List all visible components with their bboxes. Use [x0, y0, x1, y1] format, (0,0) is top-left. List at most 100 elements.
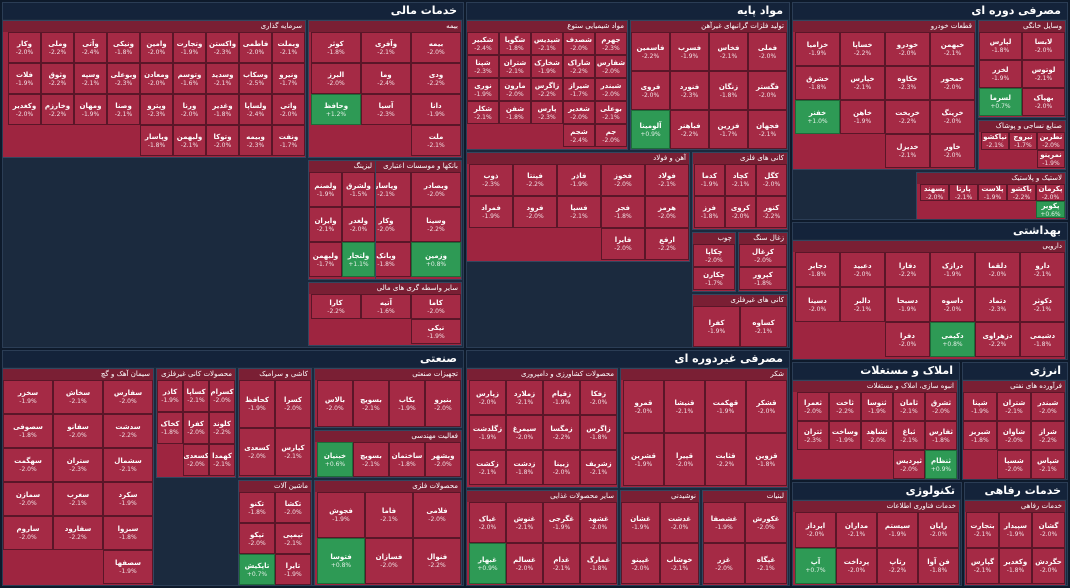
stock-tile[interactable]: وکار -2.0%: [8, 32, 41, 63]
stock-tile[interactable]: ولشرق -1.5%: [342, 172, 375, 207]
stock-tile[interactable]: ثپردیس -2.0%: [893, 450, 925, 479]
stock-tile[interactable]: غشصفا -1.9%: [703, 502, 745, 543]
stock-tile[interactable]: ثفارس -1.8%: [925, 421, 957, 450]
stock-tile[interactable]: خپارس -2.1%: [840, 66, 885, 100]
stock-tile[interactable]: دشیمی -1.8%: [1020, 322, 1065, 357]
stock-tile[interactable]: سصوفی -1.8%: [3, 414, 53, 448]
stock-tile[interactable]: قشرین -1.9%: [623, 433, 664, 486]
stock-tile[interactable]: دسبحا -1.9%: [885, 287, 930, 322]
stock-tile[interactable]: زکشت -2.1%: [469, 450, 506, 485]
stock-tile[interactable]: ارفع -2.2%: [645, 228, 689, 260]
stock-tile[interactable]: ورنا -2.0%: [173, 94, 206, 125]
stock-tile[interactable]: ونیکی -1.8%: [107, 32, 140, 63]
stock-tile[interactable]: فلامی -2.0%: [413, 492, 461, 538]
stock-tile[interactable]: کنور -2.2%: [756, 196, 787, 228]
stock-tile[interactable]: وسینا -2.2%: [411, 207, 461, 242]
stock-tile[interactable]: شراز -2.2%: [1031, 421, 1065, 450]
stock-tile[interactable]: کلوند -2.2%: [209, 412, 235, 444]
stock-tile[interactable]: وتوکا -2.0%: [206, 125, 239, 156]
stock-tile[interactable]: شپنا -2.3%: [467, 55, 499, 78]
stock-tile[interactable]: کسرا -2.0%: [275, 380, 311, 428]
stock-tile[interactable]: کسرام -2.0%: [209, 380, 235, 412]
stock-tile[interactable]: زملارد -2.1%: [506, 380, 543, 415]
stock-tile[interactable]: دکیمی +0.8%: [930, 322, 975, 357]
stock-tile[interactable]: سپیدار -1.9%: [999, 512, 1032, 548]
stock-tile[interactable]: وحافظ +1.2%: [311, 94, 361, 125]
stock-tile[interactable]: قشکر -2.0%: [746, 380, 787, 433]
stock-tile[interactable]: کزغال -2.0%: [739, 244, 787, 267]
stock-tile[interactable]: ساروم -2.0%: [3, 516, 53, 550]
stock-tile[interactable]: بتجارت -2.1%: [966, 512, 999, 548]
stock-tile[interactable]: رتاپ -2.2%: [877, 548, 918, 584]
stock-tile[interactable]: فپنتا -2.2%: [513, 164, 557, 196]
stock-tile[interactable]: قزوین -1.8%: [746, 433, 787, 486]
stock-tile[interactable]: فزرین -1.7%: [709, 110, 748, 149]
stock-tile[interactable]: فباهنر -2.2%: [670, 110, 709, 149]
stock-tile[interactable]: شتران -2.1%: [499, 55, 531, 78]
stock-tile[interactable]: ثعمرا -2.0%: [797, 392, 829, 421]
stock-tile[interactable]: سصفها -1.9%: [103, 550, 153, 584]
stock-tile[interactable]: پاکشو -2.2%: [1007, 184, 1036, 201]
stock-tile[interactable]: خفنر +1.0%: [795, 100, 840, 134]
stock-tile[interactable]: کپارس -2.1%: [275, 428, 311, 476]
stock-tile[interactable]: کحافظ -1.9%: [239, 380, 275, 428]
stock-tile[interactable]: آلومینا +0.9%: [631, 110, 670, 149]
stock-tile[interactable]: وصنا -2.1%: [107, 94, 140, 125]
stock-tile[interactable]: ولصنم -1.9%: [309, 172, 342, 207]
stock-tile[interactable]: غشهد -2.0%: [580, 502, 617, 543]
stock-tile[interactable]: ذوب -2.3%: [469, 164, 513, 196]
stock-tile[interactable]: دتماد -2.3%: [975, 287, 1020, 322]
stock-tile[interactable]: وزمین +0.8%: [411, 242, 461, 277]
stock-tile[interactable]: ولبهمن -1.7%: [309, 242, 342, 277]
stock-tile[interactable]: بیمه -2.0%: [411, 32, 461, 63]
stock-tile[interactable]: بوعلی -2.1%: [595, 101, 627, 124]
stock-tile[interactable]: غپاک -2.0%: [469, 502, 506, 543]
stock-tile[interactable]: شصدف -2.0%: [563, 32, 595, 55]
stock-tile[interactable]: ساختمان -1.8%: [389, 442, 425, 477]
stock-tile[interactable]: وبصادر -2.0%: [411, 172, 461, 207]
stock-tile[interactable]: وما -2.4%: [361, 63, 411, 94]
stock-tile[interactable]: نبروج -1.7%: [1009, 132, 1037, 150]
stock-tile[interactable]: فتوسا +0.8%: [317, 538, 365, 584]
stock-tile[interactable]: نوری -1.9%: [467, 78, 499, 101]
stock-tile[interactable]: خریخت -2.2%: [885, 100, 930, 134]
stock-tile[interactable]: دعبید -2.0%: [840, 252, 885, 287]
stock-tile[interactable]: وتجارت-1.9%: [173, 32, 206, 63]
stock-tile[interactable]: قنیشا -2.1%: [664, 380, 705, 433]
stock-tile[interactable]: شیراز -1.7%: [563, 78, 595, 101]
stock-tile[interactable]: دانا -1.9%: [411, 94, 461, 125]
stock-tile[interactable]: سفارود -2.2%: [53, 516, 103, 550]
stock-tile[interactable]: درازک -1.9%: [930, 252, 975, 287]
stock-tile[interactable]: سفارس -2.0%: [103, 380, 153, 414]
stock-tile[interactable]: شغدیر -2.0%: [563, 101, 595, 124]
stock-tile[interactable]: تایرا -1.9%: [275, 554, 311, 585]
stock-tile[interactable]: لپارس -1.8%: [979, 32, 1022, 60]
stock-tile[interactable]: شتران -2.1%: [997, 392, 1031, 421]
stock-tile[interactable]: تاپکیش +0.7%: [239, 554, 275, 585]
stock-tile[interactable]: شگویا -1.8%: [499, 32, 531, 55]
stock-tile[interactable]: ومهان -1.9%: [74, 94, 107, 125]
stock-tile[interactable]: پارتا -2.1%: [949, 184, 978, 201]
stock-tile[interactable]: وبوعلی -2.3%: [107, 63, 140, 94]
stock-tile[interactable]: زمگسا -2.2%: [543, 415, 580, 450]
stock-tile[interactable]: جم -2.0%: [595, 124, 627, 147]
stock-tile[interactable]: تکشا -2.0%: [275, 492, 311, 523]
stock-tile[interactable]: ثنوسا -1.9%: [861, 392, 893, 421]
stock-tile[interactable]: غپینو -2.0%: [621, 543, 660, 584]
stock-tile[interactable]: شجم -2.4%: [563, 124, 595, 147]
stock-tile[interactable]: پرداخت -2.0%: [836, 548, 877, 584]
stock-tile[interactable]: فروی -2.0%: [631, 71, 670, 110]
stock-tile[interactable]: دزهراوی -2.2%: [975, 322, 1020, 357]
stock-tile[interactable]: شاوان -2.0%: [997, 421, 1031, 450]
stock-tile[interactable]: خکاوه -2.3%: [885, 66, 930, 100]
stock-tile[interactable]: سدشت -2.2%: [103, 414, 153, 448]
stock-tile[interactable]: چکاپا -2.0%: [693, 244, 735, 267]
stock-tile[interactable]: کدما -1.9%: [694, 164, 725, 196]
stock-tile[interactable]: فاما -2.1%: [365, 492, 413, 538]
stock-tile[interactable]: شپنا -1.9%: [963, 392, 997, 421]
stock-tile[interactable]: شبریز -1.8%: [963, 421, 997, 450]
stock-tile[interactable]: دالبر -2.1%: [840, 287, 885, 322]
stock-tile[interactable]: لوتوس -2.1%: [1022, 60, 1065, 88]
stock-tile[interactable]: کوثر -1.8%: [311, 32, 361, 63]
stock-tile[interactable]: فرز -1.8%: [694, 196, 725, 228]
